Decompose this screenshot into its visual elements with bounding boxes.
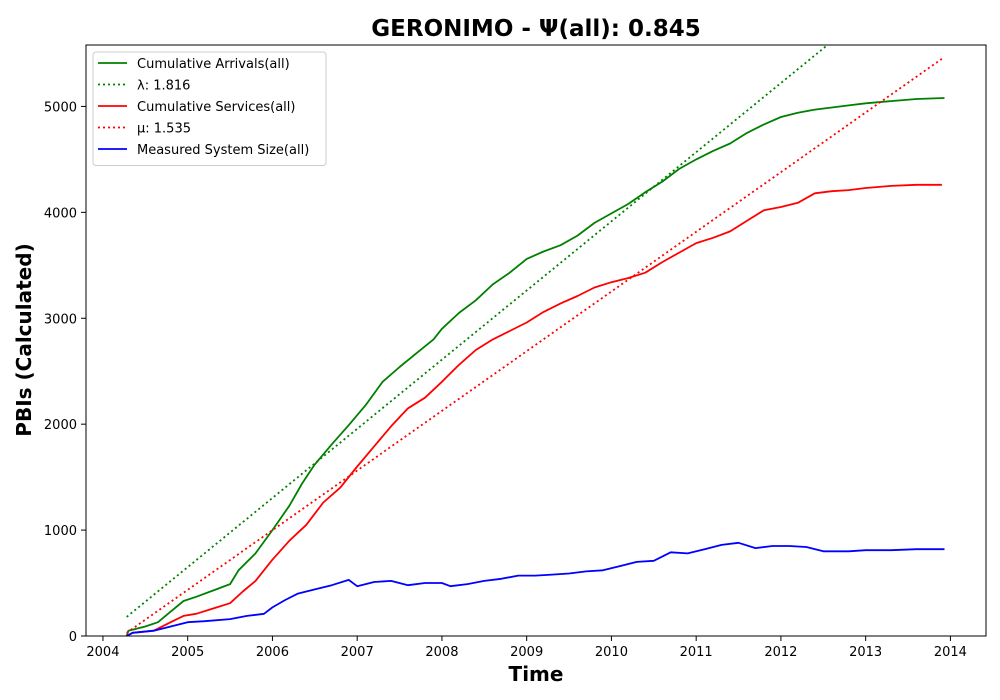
axes: 2004 2005 2006 2007 2008 2009 2010 2011 2012 2013…: [44, 44, 987, 660]
legend-label: μ: 1.535: [137, 122, 191, 137]
chart-title: GERONIMO - Ψ(all): 0.845: [371, 16, 700, 42]
x-tick-label: 2013: [849, 645, 882, 660]
x-tick-label: 2010: [595, 645, 628, 660]
series-line-1: [126, 45, 829, 618]
x-tick-label: 2014: [934, 645, 967, 660]
x-tick-label: 2011: [680, 645, 713, 660]
y-tick-label: 2000: [44, 418, 77, 433]
legend-label: Measured System Size(all): [137, 143, 309, 158]
x-tick-label: 2007: [341, 645, 374, 660]
legend-box: [92, 51, 327, 166]
x-tick-label: 2009: [510, 645, 543, 660]
y-tick-label: 4000: [44, 206, 77, 221]
y-tick-label: 5000: [44, 100, 77, 115]
y-tick-label: 1000: [44, 524, 77, 539]
x-tick-label: 2005: [171, 645, 204, 660]
x-tick-label: 2008: [425, 645, 458, 660]
y-tick-label: 0: [69, 630, 77, 645]
x-tick-label: 2012: [764, 645, 797, 660]
series-line-2: [126, 183, 942, 636]
x-tick-label: 2006: [256, 645, 289, 660]
y-axis-label: PBIs (Calculated): [12, 243, 36, 436]
series-line-4: [126, 541, 945, 636]
y-tick-label: 3000: [44, 312, 77, 327]
y-axis-ticks: 0 1000 2000 3000 4000 5000: [44, 100, 86, 645]
plot-lines: [125, 45, 945, 636]
series-line-3: [126, 58, 943, 634]
x-axis-ticks: 2004 2005 2006 2007 2008 2009 2010 2011 2012 2013…: [86, 636, 967, 660]
legend: Cumulative Arrivals(all) λ: 1.816 Cumulati…: [92, 51, 327, 166]
legend-label: Cumulative Arrivals(all): [137, 57, 290, 72]
legend-label: Cumulative Services(all): [137, 100, 295, 115]
legend-label: λ: 1.816: [137, 79, 190, 94]
x-tick-label: 2004: [86, 645, 119, 660]
x-axis-label: Time: [509, 662, 564, 686]
plot-frame: [85, 44, 987, 637]
series-line-0: [125, 97, 945, 636]
